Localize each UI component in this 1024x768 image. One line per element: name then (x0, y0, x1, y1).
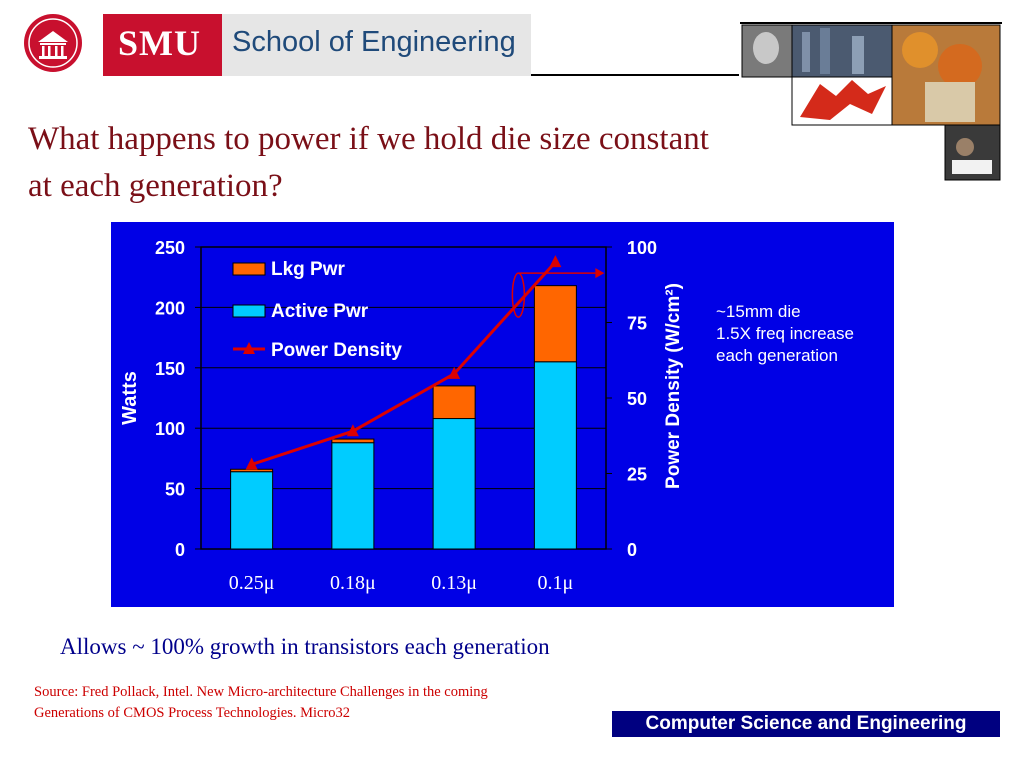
legend-label-lkg: Lkg Pwr (271, 259, 346, 280)
y-tick-label: 0 (175, 540, 185, 560)
x-tick-label: 0.1μ (538, 572, 574, 594)
y-tick-label: 100 (155, 419, 185, 439)
growth-arrow-head (595, 268, 605, 279)
bar-lkg-pwr (432, 385, 476, 420)
legend-label-density: Power Density (271, 340, 402, 361)
bar-lkg-pwr (230, 468, 274, 473)
x-tick-label: 0.13μ (431, 572, 477, 594)
y2-tick-label: 100 (627, 238, 657, 258)
bar-lkg-pwr (533, 285, 577, 363)
y-tick-label: 250 (155, 238, 185, 258)
y-tick-label: 200 (155, 298, 185, 318)
bar-active-pwr (230, 471, 274, 550)
y-tick-label: 50 (165, 480, 185, 500)
power-chart: 0 50 100 150 200 250 0 25 50 75 100 Watts Power Dens… (111, 222, 894, 607)
chart-annotation-line: 1.5X freq increase (716, 324, 854, 343)
campus-photo-collage (740, 22, 1002, 182)
bar-active-pwr (331, 442, 375, 550)
y2-axis-label: Power Density (W/cm²) (663, 283, 684, 489)
chart-annotation-line: ~15mm die (716, 302, 801, 321)
power-density-marker (448, 366, 461, 379)
growth-rotation-marker (511, 272, 526, 318)
y2-tick-label: 25 (627, 465, 647, 485)
legend-swatch-active (232, 304, 266, 318)
power-density-line (251, 261, 557, 466)
smu-seal-logo (24, 14, 82, 72)
legend-label-active: Active Pwr (271, 301, 369, 322)
slide-title: What happens to power if we hold die siz… (28, 121, 709, 204)
bar-active-pwr (533, 361, 577, 550)
power-density-marker (549, 255, 562, 268)
smu-logo-text: SMU (118, 23, 201, 63)
header-rule (531, 74, 739, 76)
chart-svg: 0 50 100 150 200 250 0 25 50 75 100 Watts Power Dens… (119, 238, 854, 594)
x-tick-label: 0.18μ (330, 572, 376, 594)
bar-lkg-pwr (331, 438, 375, 444)
chart-annotation-line: each generation (716, 346, 838, 365)
school-banner-text: School of Engineering (232, 26, 516, 58)
y-axis-label: Watts (119, 371, 141, 425)
power-density-marker (346, 424, 359, 437)
department-footer: Computer Science and Engineering (612, 711, 1000, 737)
power-density-marker (245, 457, 258, 470)
legend-swatch-lkg (232, 262, 266, 276)
legend-marker-density (243, 342, 255, 354)
school-banner (222, 14, 531, 76)
y2-tick-label: 0 (627, 540, 637, 560)
y2-tick-label: 50 (627, 389, 647, 409)
y-tick-label: 150 (155, 359, 185, 379)
source-citation: Source: Fred Pollack, Intel. New Micro-a… (34, 684, 488, 721)
bar-active-pwr (432, 418, 476, 550)
transistor-growth-note: Allows ~ 100% growth in transistors each… (60, 634, 550, 659)
y2-tick-label: 75 (627, 314, 647, 334)
x-tick-label: 0.25μ (229, 572, 275, 594)
